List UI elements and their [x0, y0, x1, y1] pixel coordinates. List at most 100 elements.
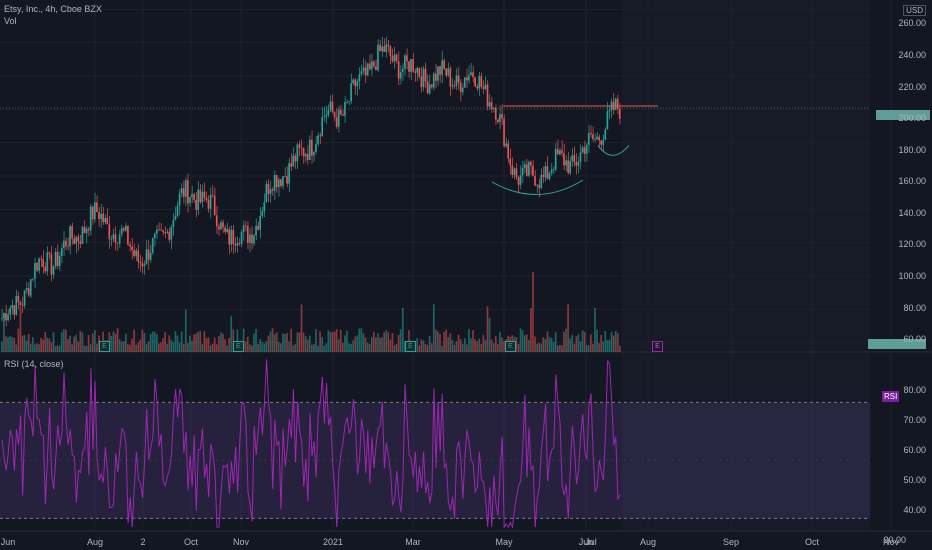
candle-body	[133, 250, 135, 257]
candle-body	[52, 266, 55, 275]
candle-body	[213, 195, 216, 216]
candle-body	[240, 231, 243, 244]
candle-body	[106, 217, 109, 225]
candle-body	[536, 184, 538, 186]
candle-body	[565, 160, 567, 166]
candle-body	[34, 262, 36, 279]
time-label: Sep	[722, 537, 740, 547]
earnings-marker-upcoming[interactable]: E	[652, 341, 663, 352]
candle-body	[461, 87, 464, 93]
volume-bar	[265, 341, 268, 352]
volume-bar	[579, 341, 582, 352]
candle-body	[561, 150, 563, 154]
volume-bar	[466, 344, 468, 352]
candle-body	[149, 252, 152, 260]
candle-body	[492, 107, 495, 110]
volume-bar	[404, 341, 406, 352]
volume-bar	[480, 343, 483, 352]
candle-body	[151, 238, 154, 253]
candle-body	[321, 117, 323, 136]
volume-bar	[317, 345, 319, 352]
volume-bar	[178, 342, 181, 352]
price-tick: 200.00	[898, 113, 926, 123]
volume-bar	[546, 331, 549, 352]
candle-body	[567, 160, 569, 174]
candle-body	[145, 249, 148, 265]
earnings-marker[interactable]: E	[99, 341, 110, 352]
candle-body	[153, 233, 156, 239]
candle-body	[60, 248, 63, 256]
volume-bar	[158, 343, 160, 352]
price-tick: 220.00	[898, 82, 926, 92]
volume-bar	[366, 342, 369, 352]
candle-body	[162, 230, 164, 233]
volume-bar	[358, 328, 361, 352]
volume-bar	[544, 339, 547, 352]
volume-bar	[587, 345, 590, 352]
volume-bar	[308, 335, 311, 352]
candle-body	[311, 139, 313, 156]
candle-body	[542, 174, 545, 178]
candle-body	[573, 155, 576, 163]
candle-body	[75, 236, 78, 244]
volume-bar	[25, 340, 28, 352]
candle-body	[298, 144, 301, 148]
candle-body	[596, 136, 598, 140]
rsi-tick: 30.00	[883, 535, 906, 545]
volume-bar	[449, 333, 452, 352]
volume-bar	[91, 333, 94, 352]
candle-body	[315, 144, 317, 153]
volume-bar	[17, 328, 20, 352]
candle-body	[83, 226, 86, 234]
volume-bar	[197, 331, 199, 352]
earnings-marker[interactable]: E	[405, 341, 416, 352]
candle-body	[218, 226, 220, 230]
candle-body	[166, 231, 168, 233]
volume-bar	[280, 343, 282, 352]
candle-body	[364, 67, 367, 76]
volume-bar	[486, 306, 489, 352]
cup-curve	[491, 179, 584, 195]
candle-body	[89, 206, 92, 231]
candle-body	[482, 86, 485, 89]
volume-bar	[399, 329, 402, 352]
volume-bar	[220, 332, 222, 352]
volume-bar	[13, 337, 16, 352]
volume-bar	[385, 330, 388, 352]
volume-bar	[203, 331, 206, 352]
candle-body	[108, 224, 111, 240]
volume-bar	[166, 343, 168, 352]
time-label: Aug	[86, 537, 104, 547]
candle-body	[579, 152, 582, 162]
candle-body	[168, 231, 171, 240]
candle-body	[42, 259, 44, 267]
volume-bar	[492, 343, 495, 352]
candle-body	[534, 176, 536, 186]
candle-body	[422, 68, 425, 88]
volume-bar	[530, 308, 532, 352]
candle-body	[189, 197, 191, 204]
volume-bar	[170, 339, 173, 352]
volume-bar	[133, 329, 135, 352]
earnings-marker[interactable]: E	[505, 341, 516, 352]
rsi-tick: 60.00	[903, 445, 926, 455]
candle-body	[249, 234, 251, 243]
candle-body	[184, 180, 187, 197]
volume-bar	[337, 339, 340, 352]
volume-bar	[606, 339, 609, 352]
candle-body	[67, 246, 69, 248]
volume-bar	[474, 339, 476, 352]
volume-bar	[129, 344, 131, 352]
candle-body	[532, 165, 534, 177]
volume-bar	[381, 337, 383, 352]
volume-bar	[445, 329, 447, 352]
volume-bar	[147, 341, 150, 352]
volume-bar	[38, 344, 40, 352]
volume-bar	[23, 334, 26, 352]
currency-badge[interactable]: USD	[903, 5, 926, 16]
volume-bar	[96, 343, 98, 352]
volume-bar	[110, 335, 113, 352]
volume-bar	[569, 338, 571, 352]
earnings-marker[interactable]: E	[233, 341, 244, 352]
